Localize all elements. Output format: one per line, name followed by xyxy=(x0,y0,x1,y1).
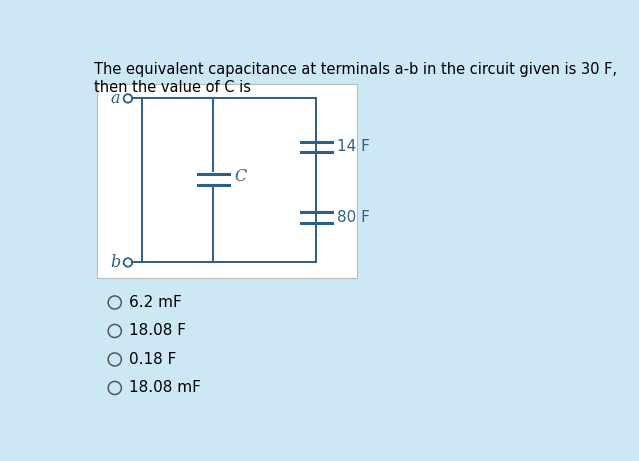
Text: C: C xyxy=(234,168,247,185)
Text: 80 F: 80 F xyxy=(337,210,370,225)
Text: 18.08 F: 18.08 F xyxy=(128,324,186,338)
Text: b: b xyxy=(110,254,120,271)
Text: 6.2 mF: 6.2 mF xyxy=(128,295,181,310)
FancyBboxPatch shape xyxy=(97,84,357,278)
Text: 14 F: 14 F xyxy=(337,139,370,154)
Text: 0.18 F: 0.18 F xyxy=(128,352,176,367)
Text: The equivalent capacitance at terminals a-b in the circuit given is 30 F, then t: The equivalent capacitance at terminals … xyxy=(94,62,617,95)
Text: 18.08 mF: 18.08 mF xyxy=(128,380,201,396)
Text: a: a xyxy=(111,90,120,107)
